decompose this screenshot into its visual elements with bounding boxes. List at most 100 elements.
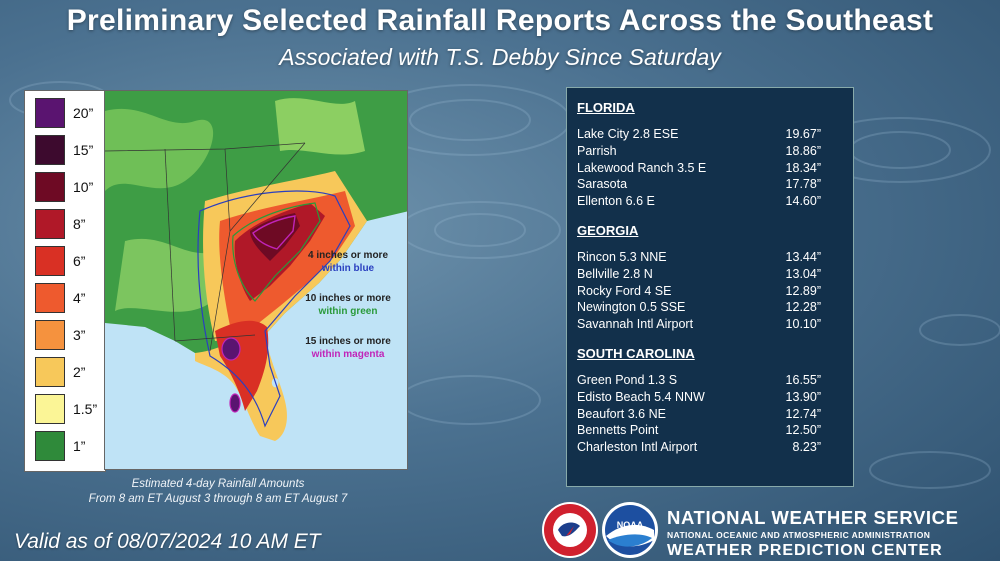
note-blue: 4 inches or more within blue [307,250,389,274]
page-title: Preliminary Selected Rainfall Reports Ac… [66,4,934,37]
rainfall-legend: 20” 15” 10” 8” 6” 4” 3” 2” 1.5” 1” [24,90,106,472]
report-amount: 13.44” [785,249,821,264]
southeast-map-graphic [105,91,407,441]
legend-item: 1” [35,431,105,461]
report-row: Lakewood Ranch 3.5 E 18.34” [577,160,843,177]
report-row: Rocky Ford 4 SE 12.89” [577,283,843,300]
contour-blue [197,190,351,428]
contour-magenta-fl2 [229,393,241,413]
nws-logo-icon [542,502,598,558]
report-location: Bellville 2.8 N [577,266,653,281]
report-location: Parrish [577,143,617,158]
legend-item: 8” [35,209,105,239]
legend-label: 1” [73,438,86,454]
report-row: Ellenton 6.6 E 14.60” [577,193,843,210]
noaa-title: NATIONAL OCEANIC AND ATMOSPHERIC ADMINIS… [667,530,931,540]
state-heading: GEORGIA [577,222,639,238]
report-location: Edisto Beach 5.4 NNW [577,389,705,404]
report-location: Lake City 2.8 ESE [577,127,679,141]
agency-logos: NOAA [542,502,658,558]
map-caption: Estimated 4-day Rainfall Amounts From 8 … [88,478,348,505]
report-amount: 12.28” [785,300,821,315]
report-row: Bellville 2.8 N 13.04” [577,266,843,283]
land-light-patch [275,98,365,155]
report-amount: 13.90” [785,389,821,404]
legend-label: 10” [73,179,94,195]
legend-label: 3” [73,327,86,343]
state-heading: FLORIDA [577,100,635,115]
report-amount: 10.10” [785,317,821,332]
legend-item: 20” [35,98,105,128]
report-amount: 8.23” [792,440,822,455]
report-location: Newington 0.5 SSE [577,300,686,315]
valid-time: Valid as of 08/07/2024 10 AM ET [14,530,321,553]
contour-magenta [252,215,296,250]
report-row: Edisto Beach 5.4 NNW 13.90” [577,389,843,406]
page-subtitle: Associated with T.S. Debby Since Saturda… [279,44,721,70]
state-border [229,142,306,232]
report-amount: 19.67” [785,127,821,141]
report-row: Sarasota 17.78” [577,176,843,193]
report-amount: 12.74” [785,406,821,421]
rainfall-reports-panel: FLORIDA Lake City 2.8 ESE 19.67” Parrish 18.… [566,87,854,487]
legend-item: 2” [35,357,105,387]
noaa-logo-text: NOAA [617,520,644,530]
report-location: Beaufort 3.6 NE [577,406,666,421]
legend-label: 2” [73,364,86,380]
report-row: Bennetts Point 12.50” [577,422,843,439]
legend-item: 4” [35,283,105,313]
legend-swatch [35,246,65,276]
noaa-logo-icon: NOAA [602,502,658,558]
report-amount: 12.50” [785,423,821,438]
report-location: Bennetts Point [577,423,659,438]
report-amount: 18.86” [785,143,821,158]
report-amount: 16.55” [785,372,821,387]
legend-item: 1.5” [35,394,105,424]
report-row: Parrish 18.86” [577,143,843,160]
report-amount: 13.04” [785,266,821,281]
report-location: Savannah Intl Airport [577,317,694,332]
legend-label: 8” [73,216,86,232]
report-amount: 18.34” [785,160,821,175]
report-row: Rincon 5.3 NNE 13.44” [577,249,843,266]
report-amount: 17.78” [785,177,821,192]
legend-swatch [35,172,65,202]
report-location: Ellenton 6.6 E [577,194,655,209]
report-list: Rincon 5.3 NNE 13.44” Bellville 2.8 N 13.04… [577,249,843,333]
legend-item: 15” [35,135,105,165]
legend-swatch [35,283,65,313]
legend-label: 20” [73,105,94,121]
legend-label: 15” [73,142,94,158]
report-list: Green Pond 1.3 S 16.55” Edisto Beach 5.4 N… [577,372,843,456]
legend-label: 6” [73,253,86,269]
report-location: Green Pond 1.3 S [577,372,678,387]
report-row: Newington 0.5 SSE 12.28” [577,299,843,316]
legend-swatch [35,320,65,350]
report-row: Lake City 2.8 ESE 19.67” [577,126,843,143]
legend-label: 4” [73,290,86,306]
legend-item: 3” [35,320,105,350]
note-green: 10 inches or more within green [305,293,391,317]
state-border [164,148,176,342]
note-magenta: 15 inches or more within magenta [305,336,391,360]
report-location: Sarasota [577,177,628,192]
report-location: Charleston Intl Airport [577,440,698,455]
report-row: Savannah Intl Airport 10.10” [577,316,843,333]
report-row: Charleston Intl Airport 8.23” [577,439,843,456]
state-heading: SOUTH CAROLINA [577,345,695,361]
legend-swatch [35,394,65,424]
report-row: Green Pond 1.3 S 16.55” [577,372,843,389]
contour-magenta-fl [221,337,241,361]
legend-swatch [35,357,65,387]
legend-label: 1.5” [73,401,98,417]
report-list: Lake City 2.8 ESE 19.67” Parrish 18.86” Lake… [577,126,843,210]
report-amount: 12.89” [785,283,821,298]
legend-swatch [35,98,65,128]
legend-swatch [35,209,65,239]
report-location: Rincon 5.3 NNE [577,249,667,264]
coast-extreme-rain [250,213,300,261]
nws-title: NATIONAL WEATHER SERVICE [667,507,959,528]
legend-item: 10” [35,172,105,202]
report-row: Beaufort 3.6 NE 12.74” [577,406,843,423]
